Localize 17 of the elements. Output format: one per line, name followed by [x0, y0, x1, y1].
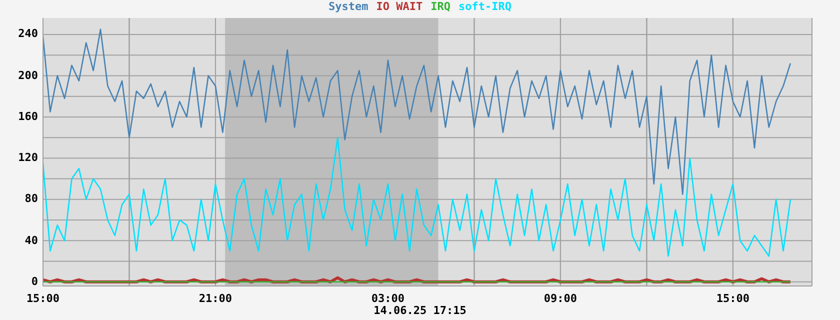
text: System [328, 0, 368, 13]
text: IO WAIT [376, 0, 423, 13]
x-tick-label: 03:00 [371, 292, 405, 305]
y-tick-label: 240 [18, 27, 38, 42]
x-tick-label: 09:00 [544, 292, 578, 305]
y-tick-label: 40 [24, 234, 38, 248]
y-tick-label: 0 [31, 274, 38, 289]
x-tick-label: 21:00 [198, 292, 232, 305]
y-tick-label: 200 [18, 68, 38, 83]
y-tick-label: 80 [24, 192, 38, 206]
text: soft-IRQ [458, 0, 512, 13]
x-tick-label: 15:00 [26, 292, 60, 305]
y-tick-label: 120 [18, 151, 38, 166]
text: 14.06.25 17:15 [372, 304, 468, 317]
x-tick-label: 15:00 [716, 292, 750, 305]
text: IRQ [430, 0, 450, 13]
y-tick-label: 160 [18, 110, 38, 124]
